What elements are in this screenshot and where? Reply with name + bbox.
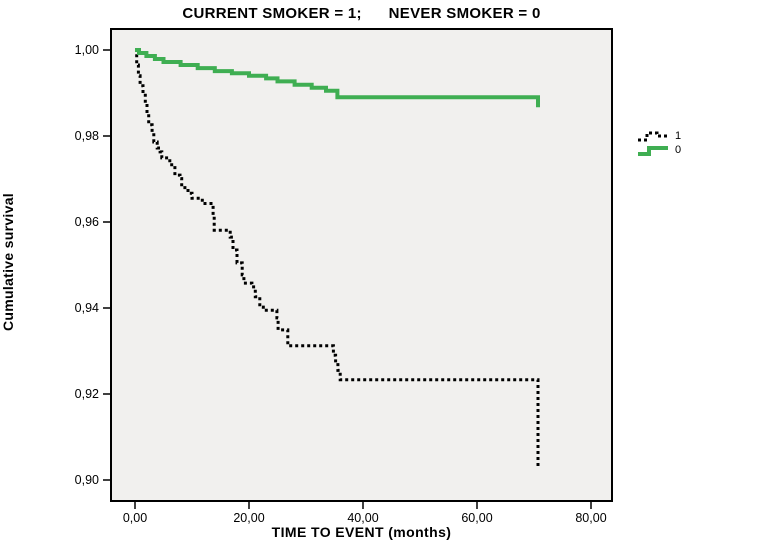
x-axis-label: TIME TO EVENT (months)	[271, 524, 452, 540]
y-tick-label: 0,96	[75, 215, 99, 229]
legend-item-group0: 0	[637, 143, 681, 157]
y-tick-label: 1,00	[75, 43, 99, 57]
y-tick-label: 0,94	[75, 301, 99, 315]
legend-label-group0: 0	[675, 143, 682, 156]
survival-curve-group0	[135, 48, 540, 108]
x-tick-label: 0,00	[123, 511, 147, 525]
plot-area	[110, 28, 613, 502]
x-tick-label: 20,00	[233, 511, 264, 525]
y-axis-label: Cumulative survival	[0, 193, 16, 331]
x-tick-label: 40,00	[347, 511, 378, 525]
y-tick-label: 0,92	[75, 387, 99, 401]
legend-label-group1: 1	[675, 129, 682, 142]
solid-step-line-icon	[638, 146, 668, 156]
chart-title: CURRENT SMOKER = 1; NEVER SMOKER = 0	[182, 5, 541, 22]
legend: 1 0	[637, 129, 681, 157]
survival-curve-group1	[135, 48, 540, 468]
y-tick-label: 0,98	[75, 129, 99, 143]
y-tick-label: 0,90	[75, 473, 99, 487]
dashed-step-line-icon	[638, 131, 668, 142]
x-tick-label: 80,00	[575, 511, 606, 525]
x-tick-label: 60,00	[461, 511, 492, 525]
legend-item-group1: 1	[637, 129, 681, 143]
